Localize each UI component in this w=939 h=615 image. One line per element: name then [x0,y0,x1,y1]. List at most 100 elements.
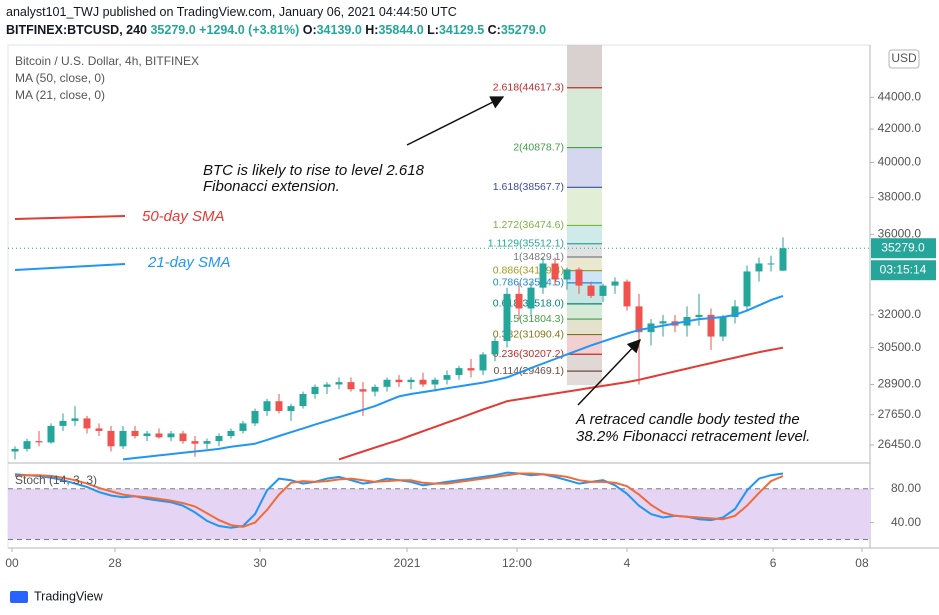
candle-body [107,430,115,447]
fib-zone [567,354,602,372]
arrow [406,96,505,146]
candle-body [587,285,595,296]
fib-label: 2(40878.7) [513,141,564,153]
candle-body [623,281,631,307]
logo-text: TradingView [34,589,104,603]
candle-body [275,401,283,411]
legend-title: Bitcoin / U.S. Dollar, 4h, BITFINEX [15,54,199,68]
y-tick-label: 38000.0 [878,190,922,204]
fib-label: 1.618(38567.7) [493,181,564,193]
candle-body [731,306,739,318]
candle-body [467,368,475,371]
change: +1294.0 (+3.81%) [199,23,300,37]
candle-body [71,418,79,421]
y-tick-label: 26450.0 [878,437,922,451]
fib-zone [567,270,602,283]
candle-body [551,263,559,280]
fib-label: 0.236(30207.2) [493,348,564,360]
x-tick-label: 2021 [394,556,421,570]
candle-body [311,386,319,395]
candle-body [455,368,463,376]
x-tick-label: 00 [5,556,19,570]
candle-body [515,293,523,309]
fib-zone [567,147,602,188]
y-tick-label: 40.00 [891,515,921,529]
fib-label: 0.382(31090.4) [493,328,564,340]
ohlc-value: 35279.0 [500,23,547,37]
ohlc-key: L: [427,23,439,37]
fib-zone [567,256,602,271]
candle-body [23,441,31,449]
last-price-box [871,238,936,259]
fib-zone [567,282,602,304]
candle-body [575,269,583,286]
symbol-line: BITFINEX:BTCUSD, 240 35279.0 +1294.0 (+3… [6,21,546,39]
candle-body [143,433,151,437]
candle-body [491,340,499,355]
legend-entry: MA (21, close, 0) [15,88,105,102]
fib-bottom-zone [567,371,602,386]
x-tick-label: 6 [770,556,777,570]
candle-body [347,382,355,390]
ohlc-value: 34129.5 [438,23,485,37]
candle-body [179,433,187,442]
header: analyst101_TWJ published on TradingView.… [6,3,546,39]
x-tick-label: 4 [624,556,631,570]
candle-body [767,263,775,265]
currency[interactable]: USD [891,51,917,65]
ohlc-value: 35844.0 [378,23,424,37]
fib-label: 1(34829.1) [513,251,564,263]
annotation: 21-day SMA [147,254,231,271]
fib-zone [567,225,602,244]
y-tick-label: 40000.0 [878,155,922,169]
arrow [577,339,641,406]
annotation-line [14,263,126,271]
fib-zone [567,187,602,226]
candle-body [539,263,547,288]
candle-body [95,428,103,431]
x-tick-label: 30 [253,556,267,570]
line-series [122,294,784,461]
fib-label: 1.1129(35512.1) [488,237,564,249]
legend-entry: MA (50, close, 0) [15,71,105,85]
ohlc-key: O: [302,23,317,37]
candle-body [155,433,163,438]
candle-body [239,423,247,431]
y-tick-label: 36000.0 [878,227,922,241]
publisher: analyst101_TWJ published on TradingView.… [6,5,457,19]
candle-body [335,382,343,385]
candle-body [527,287,535,309]
candle-body [383,379,391,387]
candle-body [719,317,727,337]
y-tick-label: 30500.0 [878,340,922,354]
candle-body [659,321,667,324]
y-tick-label: 80.00 [891,481,921,495]
candle-body [359,389,367,392]
fib-label: 2.618(44617.3) [493,82,564,94]
annotation: Fibonacci extension. [203,178,340,195]
fib-zone [567,303,602,320]
annotation: 50-day SMA [142,208,225,225]
fib-label: 0.5(31804.3) [504,313,564,325]
candle-body [635,306,643,333]
candle-body [59,420,67,426]
candle-body [563,269,571,280]
candle-body [11,448,19,452]
fib-label: 0.114(29469.1) [494,365,564,377]
annotation: BTC is likely to rise to level 2.618 [203,162,425,179]
y-tick-label: 32000.0 [878,307,922,321]
candle-body [251,410,259,424]
plot-layer: 2.618(44617.3) 2(40878.7) 1.618(38567.7) 1.… [8,45,870,541]
symbol: BITFINEX:BTCUSD, 240 [6,23,147,37]
candle-body [287,406,295,411]
candle-body [755,263,763,272]
ohlc-key: H: [365,23,379,37]
last-price-label: 35279.0 [881,240,925,254]
countdown-box [871,260,936,281]
candle-body [431,379,439,385]
line-series [338,346,784,461]
candle-body [419,379,427,385]
x-tick-label: 08 [855,556,869,570]
currency-box[interactable] [888,49,920,69]
